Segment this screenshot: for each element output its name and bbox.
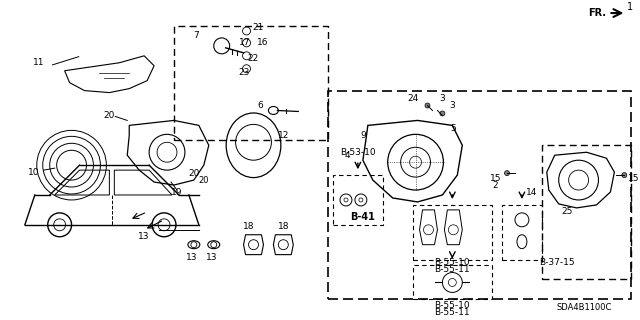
Text: B-55-10: B-55-10 xyxy=(435,301,470,310)
Text: 16: 16 xyxy=(257,38,268,47)
Text: 13: 13 xyxy=(206,253,218,262)
Text: 15: 15 xyxy=(490,173,501,183)
Text: 11: 11 xyxy=(33,58,45,67)
Text: 15: 15 xyxy=(628,173,640,183)
Text: 17: 17 xyxy=(239,38,250,47)
Text: 23: 23 xyxy=(238,68,249,77)
Text: 1: 1 xyxy=(627,2,634,12)
Text: 13: 13 xyxy=(186,253,198,262)
Ellipse shape xyxy=(425,103,430,108)
Text: B-55-11: B-55-11 xyxy=(435,265,470,274)
Text: 19: 19 xyxy=(172,188,182,196)
Text: 5: 5 xyxy=(451,124,456,133)
Text: 20: 20 xyxy=(103,111,115,120)
Ellipse shape xyxy=(440,111,445,116)
Text: FR.: FR. xyxy=(588,8,607,18)
Text: SDA4B1100C: SDA4B1100C xyxy=(557,303,612,312)
Text: B-53-10: B-53-10 xyxy=(340,148,376,157)
Text: 3: 3 xyxy=(440,94,445,103)
Text: 2: 2 xyxy=(492,180,498,189)
Text: 18: 18 xyxy=(278,222,289,231)
Text: 20: 20 xyxy=(199,176,209,185)
Text: 4: 4 xyxy=(344,151,350,160)
Text: B-55-11: B-55-11 xyxy=(435,308,470,317)
Text: 20: 20 xyxy=(188,169,200,178)
Text: 22: 22 xyxy=(247,54,258,63)
Ellipse shape xyxy=(622,172,627,178)
Text: 21: 21 xyxy=(253,23,264,32)
Text: 13: 13 xyxy=(138,232,150,241)
Text: 25: 25 xyxy=(561,207,572,216)
Text: 7: 7 xyxy=(193,31,199,40)
Text: 14: 14 xyxy=(525,188,537,196)
Text: 6: 6 xyxy=(257,101,263,110)
Text: 12: 12 xyxy=(278,131,290,140)
Text: B-55-10: B-55-10 xyxy=(435,258,470,267)
Text: B-41: B-41 xyxy=(351,212,375,222)
Text: B-37-15: B-37-15 xyxy=(539,258,575,267)
Text: 24: 24 xyxy=(407,94,418,103)
Ellipse shape xyxy=(504,171,509,176)
Text: 9: 9 xyxy=(360,131,366,140)
Text: 10: 10 xyxy=(28,168,40,177)
Text: 3: 3 xyxy=(449,101,455,110)
Text: 18: 18 xyxy=(243,222,254,231)
